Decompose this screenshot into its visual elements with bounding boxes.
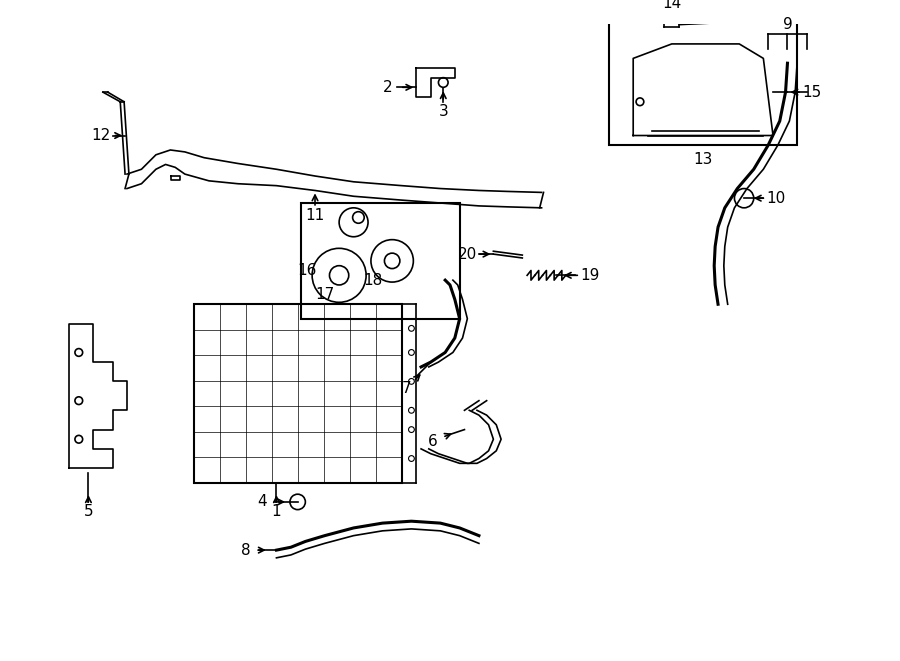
Text: 15: 15 — [802, 85, 821, 100]
Text: 8: 8 — [241, 543, 250, 558]
Text: 6: 6 — [428, 434, 437, 449]
Text: 1: 1 — [272, 504, 282, 519]
Text: 7: 7 — [401, 381, 411, 396]
Text: 3: 3 — [438, 104, 448, 119]
Text: 20: 20 — [458, 247, 477, 262]
Bar — [609, 5, 797, 145]
Text: 17: 17 — [315, 287, 334, 302]
Text: 16: 16 — [298, 263, 317, 278]
Text: 2: 2 — [382, 80, 392, 95]
Text: 13: 13 — [693, 152, 712, 167]
Text: 18: 18 — [364, 272, 382, 288]
Bar — [301, 203, 460, 319]
Text: 19: 19 — [580, 268, 599, 283]
Text: 11: 11 — [305, 208, 325, 223]
Bar — [194, 304, 401, 483]
Text: 9: 9 — [783, 17, 792, 32]
Text: 4: 4 — [257, 494, 266, 510]
Text: 14: 14 — [662, 0, 681, 11]
Text: 5: 5 — [84, 504, 94, 519]
Text: 10: 10 — [766, 190, 786, 206]
Text: 12: 12 — [91, 128, 111, 143]
